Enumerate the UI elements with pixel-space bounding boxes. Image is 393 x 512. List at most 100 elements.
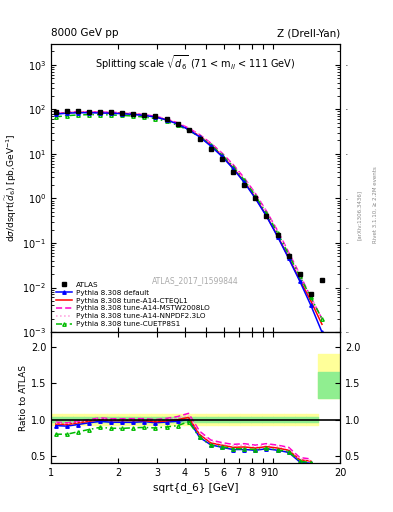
Pythia 8.308 tune-CUETP8S1: [242, 177, 246, 183]
Y-axis label: Ratio to ATLAS: Ratio to ATLAS: [19, 365, 28, 431]
Pythia 8.308 tune-A14-MSTW2008LO: [120, 110, 125, 116]
Pythia 8.308 tune-A14-NNPDF2.3LO: [242, 176, 246, 182]
Pythia 8.308 default: [53, 111, 58, 117]
Pythia 8.308 tune-A14-NNPDF2.3LO: [164, 116, 169, 122]
Pythia 8.308 tune-A14-NNPDF2.3LO: [208, 141, 213, 147]
Pythia 8.308 tune-A14-CTEQL1: [309, 298, 313, 304]
ATLAS: [220, 156, 224, 162]
Pythia 8.308 default: [153, 114, 158, 120]
Pythia 8.308 tune-CUETP8S1: [286, 251, 291, 258]
Pythia 8.308 tune-CUETP8S1: [86, 112, 91, 118]
Pythia 8.308 tune-A14-NNPDF2.3LO: [175, 120, 180, 126]
Pythia 8.308 tune-A14-CTEQL1: [75, 109, 80, 115]
Pythia 8.308 tune-A14-MSTW2008LO: [186, 125, 191, 131]
Line: Pythia 8.308 tune-A14-NNPDF2.3LO: Pythia 8.308 tune-A14-NNPDF2.3LO: [56, 112, 322, 319]
Pythia 8.308 default: [298, 278, 302, 284]
Line: Pythia 8.308 tune-CUETP8S1: Pythia 8.308 tune-CUETP8S1: [54, 113, 324, 321]
Pythia 8.308 default: [142, 112, 147, 118]
Pythia 8.308 tune-A14-NNPDF2.3LO: [53, 111, 58, 117]
Line: Pythia 8.308 default: Pythia 8.308 default: [54, 111, 324, 334]
Pythia 8.308 tune-A14-CTEQL1: [286, 254, 291, 261]
Pythia 8.308 tune-CUETP8S1: [175, 122, 180, 129]
ATLAS: [175, 120, 180, 126]
ATLAS: [286, 253, 291, 260]
Pythia 8.308 tune-A14-MSTW2008LO: [175, 120, 180, 126]
Pythia 8.308 tune-A14-NNPDF2.3LO: [264, 209, 269, 215]
Pythia 8.308 tune-A14-NNPDF2.3LO: [320, 316, 324, 322]
Pythia 8.308 tune-A14-MSTW2008LO: [298, 271, 302, 278]
ATLAS: [131, 111, 136, 117]
ATLAS: [164, 116, 169, 122]
ATLAS: [142, 112, 147, 118]
Pythia 8.308 default: [208, 143, 213, 149]
ATLAS: [75, 109, 80, 115]
Pythia 8.308 default: [253, 196, 258, 202]
Pythia 8.308 tune-A14-MSTW2008LO: [164, 116, 169, 122]
Pythia 8.308 default: [309, 302, 313, 308]
Pythia 8.308 default: [264, 213, 269, 219]
Pythia 8.308 tune-A14-MSTW2008LO: [75, 109, 80, 115]
Pythia 8.308 tune-A14-MSTW2008LO: [197, 132, 202, 138]
Pythia 8.308 tune-A14-CTEQL1: [220, 153, 224, 159]
Text: ATLAS_2017_I1599844: ATLAS_2017_I1599844: [152, 275, 239, 285]
Pythia 8.308 tune-A14-NNPDF2.3LO: [309, 294, 313, 301]
ATLAS: [86, 109, 91, 115]
Pythia 8.308 tune-A14-NNPDF2.3LO: [75, 109, 80, 115]
Pythia 8.308 tune-CUETP8S1: [65, 113, 70, 119]
Pythia 8.308 default: [186, 126, 191, 133]
Pythia 8.308 default: [75, 110, 80, 116]
ATLAS: [153, 113, 158, 119]
Pythia 8.308 tune-CUETP8S1: [186, 127, 191, 133]
Pythia 8.308 default: [65, 110, 70, 116]
ATLAS: [97, 110, 102, 116]
Pythia 8.308 tune-CUETP8S1: [275, 230, 280, 236]
Line: Pythia 8.308 tune-A14-CTEQL1: Pythia 8.308 tune-A14-CTEQL1: [56, 112, 322, 324]
Pythia 8.308 tune-CUETP8S1: [264, 210, 269, 217]
Pythia 8.308 tune-A14-CTEQL1: [65, 110, 70, 116]
Pythia 8.308 default: [86, 110, 91, 116]
Pythia 8.308 tune-A14-MSTW2008LO: [220, 150, 224, 156]
ATLAS: [65, 109, 70, 115]
Pythia 8.308 tune-A14-CTEQL1: [97, 110, 102, 116]
Pythia 8.308 tune-A14-CTEQL1: [264, 212, 269, 219]
Pythia 8.308 default: [175, 121, 180, 127]
Pythia 8.308 tune-A14-MSTW2008LO: [65, 109, 70, 115]
Pythia 8.308 default: [220, 153, 224, 159]
ATLAS: [309, 291, 313, 297]
Pythia 8.308 tune-A14-NNPDF2.3LO: [197, 132, 202, 138]
Pythia 8.308 tune-A14-MSTW2008LO: [108, 109, 113, 115]
Pythia 8.308 tune-A14-NNPDF2.3LO: [253, 191, 258, 197]
Pythia 8.308 tune-A14-CTEQL1: [86, 109, 91, 115]
ATLAS: [320, 276, 324, 283]
Pythia 8.308 default: [131, 111, 136, 117]
X-axis label: sqrt{d_6} [GeV]: sqrt{d_6} [GeV]: [153, 482, 238, 493]
Pythia 8.308 tune-CUETP8S1: [131, 113, 136, 119]
Pythia 8.308 tune-CUETP8S1: [75, 112, 80, 118]
Pythia 8.308 tune-A14-CTEQL1: [175, 120, 180, 126]
Pythia 8.308 tune-A14-CTEQL1: [53, 111, 58, 117]
Pythia 8.308 tune-CUETP8S1: [309, 294, 313, 301]
ATLAS: [53, 110, 58, 116]
ATLAS: [231, 168, 235, 175]
Pythia 8.308 tune-CUETP8S1: [298, 273, 302, 279]
Pythia 8.308 tune-A14-CTEQL1: [320, 321, 324, 327]
Pythia 8.308 tune-CUETP8S1: [197, 134, 202, 140]
Pythia 8.308 tune-A14-MSTW2008LO: [264, 208, 269, 214]
Text: Splitting scale $\sqrt{d_6}$ (71 < m$_{ll}$ < 111 GeV): Splitting scale $\sqrt{d_6}$ (71 < m$_{l…: [95, 54, 296, 72]
Pythia 8.308 tune-A14-MSTW2008LO: [131, 111, 136, 117]
Pythia 8.308 tune-A14-NNPDF2.3LO: [131, 111, 136, 117]
Text: Rivet 3.1.10, ≥ 2.2M events: Rivet 3.1.10, ≥ 2.2M events: [373, 166, 378, 243]
Pythia 8.308 tune-CUETP8S1: [97, 112, 102, 118]
ATLAS: [120, 110, 125, 116]
Text: Z (Drell-Yan): Z (Drell-Yan): [277, 28, 340, 38]
Pythia 8.308 tune-A14-MSTW2008LO: [242, 175, 246, 181]
Pythia 8.308 tune-A14-MSTW2008LO: [86, 109, 91, 115]
Pythia 8.308 tune-A14-NNPDF2.3LO: [298, 272, 302, 278]
Pythia 8.308 tune-A14-NNPDF2.3LO: [186, 125, 191, 132]
Text: 8000 GeV pp: 8000 GeV pp: [51, 28, 119, 38]
Pythia 8.308 tune-A14-NNPDF2.3LO: [65, 110, 70, 116]
Pythia 8.308 tune-A14-MSTW2008LO: [97, 109, 102, 115]
Pythia 8.308 default: [242, 179, 246, 185]
Line: Pythia 8.308 tune-A14-MSTW2008LO: Pythia 8.308 tune-A14-MSTW2008LO: [56, 112, 322, 319]
Pythia 8.308 default: [120, 111, 125, 117]
